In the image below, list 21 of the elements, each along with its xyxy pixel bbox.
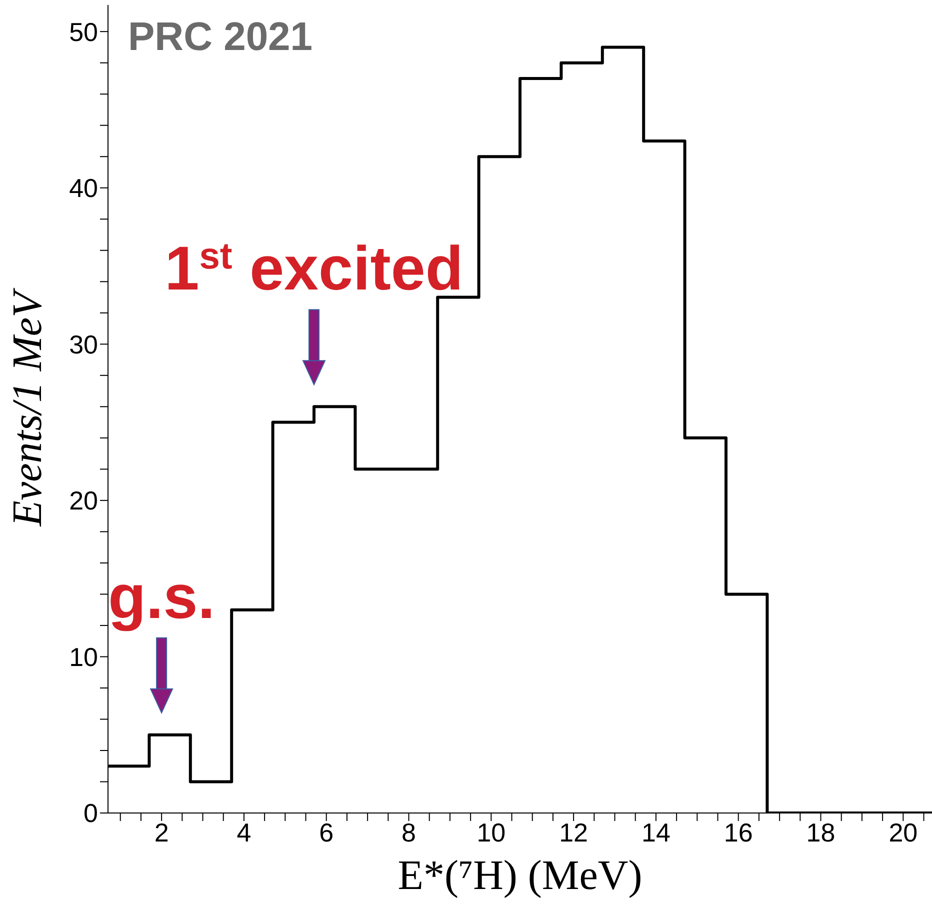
annotation: 1$^{st}$ excited — [164, 234, 464, 304]
x-tick-label: 14 — [642, 817, 670, 848]
y-tick-label: 50 — [69, 16, 98, 47]
x-tick-label: 12 — [559, 817, 588, 848]
x-tick-label: 8 — [402, 817, 416, 848]
x-tick-label: 20 — [888, 817, 918, 848]
x-tick-label: 18 — [806, 817, 836, 848]
x-axis-title: E*(⁷H) (MeV) — [398, 853, 642, 899]
y-tick-label: 40 — [69, 173, 98, 204]
annotation: PRC 2021 — [128, 15, 313, 60]
x-tick-label: 10 — [476, 817, 506, 848]
y-tick-label: 10 — [69, 642, 98, 672]
annotation: g.s. — [108, 562, 215, 632]
x-tick-label: 4 — [236, 817, 252, 848]
x-tick-label: 6 — [319, 817, 334, 848]
x-tick-label: 2 — [154, 817, 169, 848]
x-tick-label: 16 — [724, 817, 753, 848]
y-tick-label: 0 — [84, 798, 98, 828]
y-tick-label: 20 — [69, 486, 98, 516]
y-tick-label: 30 — [69, 329, 98, 360]
y-axis-title: Events/1 MeV — [4, 287, 51, 528]
